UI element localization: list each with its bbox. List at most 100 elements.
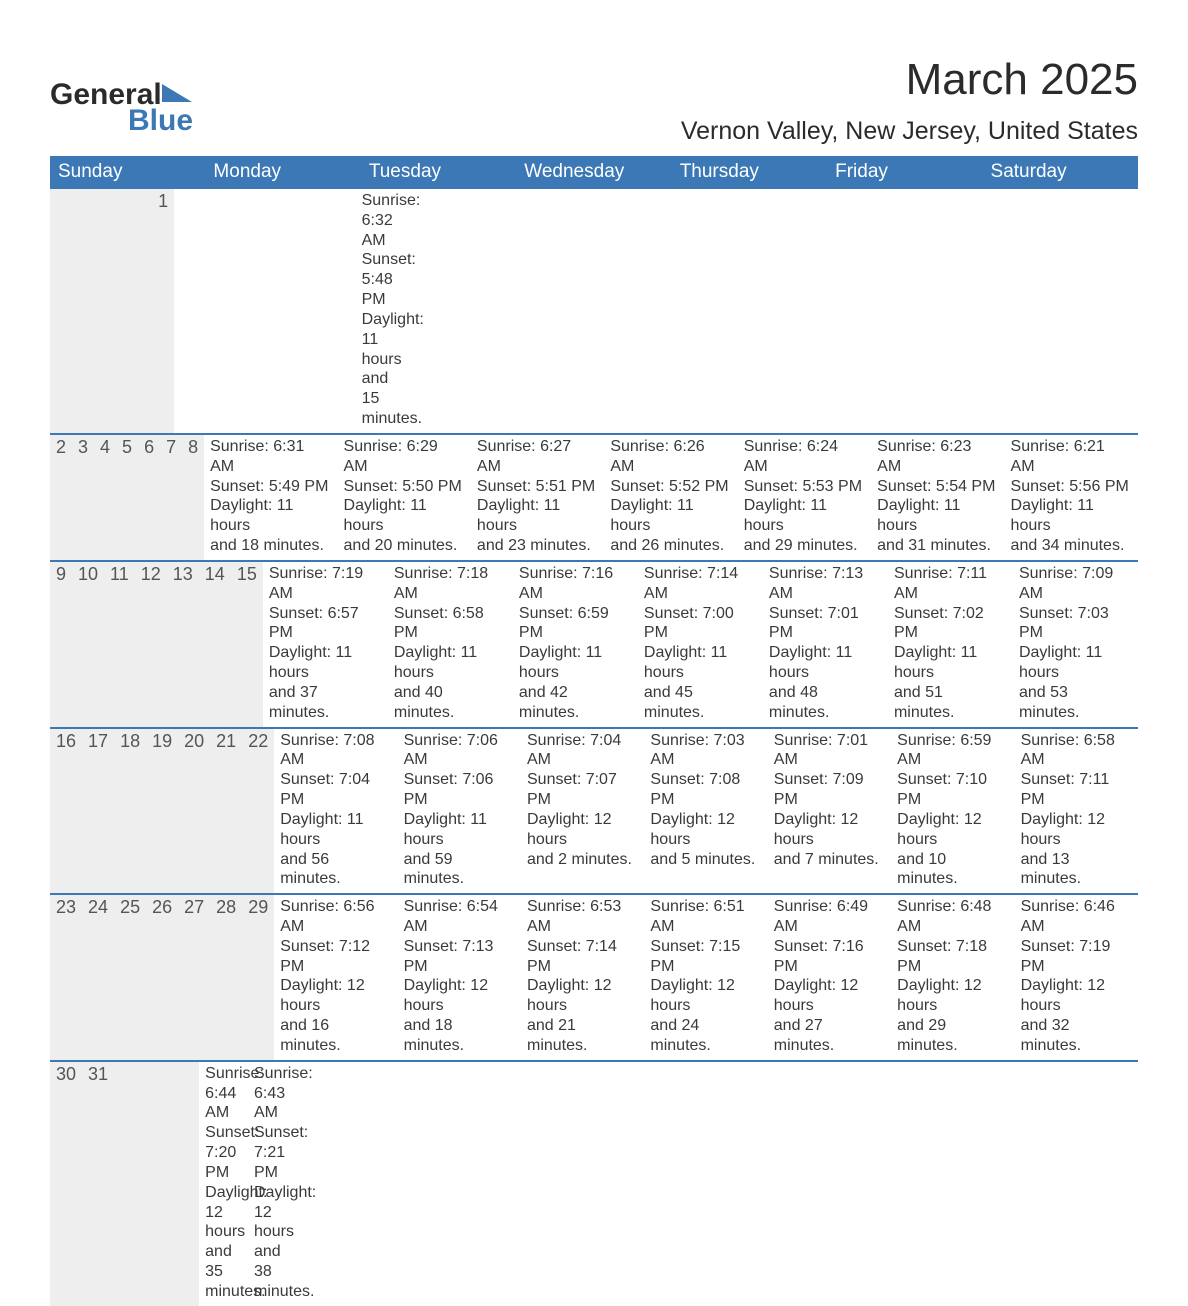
day-cell: Sunrise: 7:11 AMSunset: 7:02 PMDaylight:… [888,562,1013,727]
daynum-row: 16171819202122 [50,729,274,894]
page-subtitle: Vernon Valley, New Jersey, United States [681,117,1138,146]
day-daylight1: Daylight: 12 hours [774,976,885,1016]
day-number [148,1062,165,1306]
weekday-header: Monday [205,156,360,189]
page: General Blue March 2025 Vernon Valley, N… [0,0,1188,1306]
day-daylight2: and 2 minutes. [527,850,638,870]
day-sunset: Sunset: 7:09 PM [774,770,885,810]
day-daylight2: and 42 minutes. [519,683,632,723]
week-row: 23242526272829Sunrise: 6:56 AMSunset: 7:… [50,893,1138,1060]
day-daylight2: and 51 minutes. [894,683,1007,723]
day-daylight1: Daylight: 12 hours [897,810,1008,850]
day-cell: Sunrise: 7:13 AMSunset: 7:01 PMDaylight:… [763,562,888,727]
day-number: 3 [72,435,94,560]
day-body-row: Sunrise: 6:44 AMSunset: 7:20 PMDaylight:… [199,1062,541,1306]
day-body-row: Sunrise: 6:56 AMSunset: 7:12 PMDaylight:… [274,895,1138,1060]
day-daylight2: and 10 minutes. [897,850,1008,890]
day-cell [325,189,355,433]
day-sunrise: Sunrise: 6:44 AM [205,1064,242,1123]
day-daylight1: Daylight: 12 hours [1021,810,1132,850]
day-sunset: Sunset: 7:13 PM [404,937,515,977]
day-cell: Sunrise: 6:59 AMSunset: 7:10 PMDaylight:… [891,729,1014,894]
day-daylight2: and 20 minutes. [344,536,465,556]
day-number: 25 [114,895,146,1060]
day-daylight2: and 15 minutes. [362,369,380,428]
day-number [131,1062,148,1306]
day-number: 8 [182,435,204,560]
day-number: 6 [138,435,160,560]
day-daylight1: Daylight: 12 hours [254,1183,291,1242]
day-cell: Sunrise: 6:51 AMSunset: 7:15 PMDaylight:… [644,895,767,1060]
day-number: 7 [160,435,182,560]
day-cell: Sunrise: 6:26 AMSunset: 5:52 PMDaylight:… [604,435,737,560]
daynum-row: 3031 [50,1062,199,1306]
day-daylight1: Daylight: 11 hours [644,643,757,683]
day-body-row: Sunrise: 7:08 AMSunset: 7:04 PMDaylight:… [274,729,1138,894]
day-sunset: Sunset: 5:52 PM [610,477,731,497]
day-number: 13 [167,562,199,727]
day-sunrise: Sunrise: 7:19 AM [269,564,382,604]
day-cell: Sunrise: 7:06 AMSunset: 7:06 PMDaylight:… [398,729,521,894]
day-sunrise: Sunrise: 6:46 AM [1021,897,1132,937]
week-row: 9101112131415Sunrise: 7:19 AM Sunset: 6:5… [50,560,1138,727]
day-number: 16 [50,729,82,894]
day-daylight1: Daylight: 12 hours [1021,976,1132,1016]
day-daylight2: and 59 minutes. [404,850,515,890]
day-sunrise: Sunrise: 7:11 AM [894,564,1007,604]
day-daylight2: and 24 minutes. [650,1016,761,1056]
day-sunrise: Sunrise: 6:29 AM [344,437,465,477]
day-sunset: Sunset: 7:02 PM [894,604,1007,644]
day-daylight2: and 34 minutes. [1011,536,1132,556]
day-daylight1: Daylight: 11 hours [744,496,865,536]
day-sunset: Sunset: 7:19 PM [1021,937,1132,977]
day-daylight1: Daylight: 11 hours [769,643,882,683]
day-number: 10 [72,562,104,727]
day-cell [395,1062,444,1306]
day-sunset: Sunset: 5:51 PM [477,477,598,497]
day-sunrise: Sunrise: 6:48 AM [897,897,1008,937]
day-number: 12 [135,562,167,727]
day-sunset: Sunset: 5:54 PM [877,477,998,497]
day-number: 2 [50,435,72,560]
weekday-header: Tuesday [361,156,516,189]
daynum-row: 9101112131415 [50,562,263,727]
week-row: 16171819202122Sunrise: 7:08 AMSunset: 7:… [50,727,1138,894]
day-number: 21 [210,729,242,894]
day-sunrise: Sunrise: 7:06 AM [404,731,515,771]
day-sunset: Sunset: 7:21 PM [254,1123,291,1182]
week-row: 2345678Sunrise: 6:31 AMSunset: 5:49 PMDa… [50,433,1138,560]
day-sunset: Sunset: 7:16 PM [774,937,885,977]
day-number: 19 [146,729,178,894]
day-cell: Sunrise: 7:09 AMSunset: 7:03 PMDaylight:… [1013,562,1138,727]
day-daylight1: Daylight: 11 hours [269,643,382,683]
day-daylight1: Daylight: 11 hours [280,810,391,850]
week-row: 3031 Sunrise: 6:44 AMSunset: 7:20 PMDayl… [50,1060,1138,1306]
day-daylight2: and 45 minutes. [644,683,757,723]
day-number: 5 [116,435,138,560]
day-cell: Sunrise: 7:01 AMSunset: 7:09 PMDaylight:… [768,729,891,894]
day-sunrise: Sunrise: 6:26 AM [610,437,731,477]
day-number: 17 [82,729,114,894]
day-number: 20 [178,729,210,894]
day-daylight2: and 16 minutes. [280,1016,391,1056]
day-sunrise: Sunrise: 6:43 AM [254,1064,291,1123]
day-number [118,189,135,433]
day-sunrise: Sunrise: 6:21 AM [1011,437,1132,477]
day-daylight1: Daylight: 12 hours [527,810,638,850]
day-daylight2: and 31 minutes. [877,536,998,556]
day-sunset: Sunset: 5:49 PM [210,477,331,497]
day-sunset: Sunset: 7:11 PM [1021,770,1132,810]
day-daylight2: and 40 minutes. [394,683,507,723]
day-cell: Sunrise: 6:23 AMSunset: 5:54 PMDaylight:… [871,435,1004,560]
day-number [135,189,152,433]
day-sunset: Sunset: 6:59 PM [519,604,632,644]
logo: General Blue [50,80,193,136]
day-number: 9 [50,562,72,727]
day-daylight2: and 29 minutes. [897,1016,1008,1056]
day-cell: Sunrise: 6:32 AMSunset: 5:48 PMDaylight:… [356,189,386,433]
weekday-header: Friday [827,156,982,189]
day-cell [295,189,325,433]
day-number [67,189,84,433]
day-sunset: Sunset: 7:14 PM [527,937,638,977]
day-cell: Sunrise: 6:48 AMSunset: 7:18 PMDaylight:… [891,895,1014,1060]
